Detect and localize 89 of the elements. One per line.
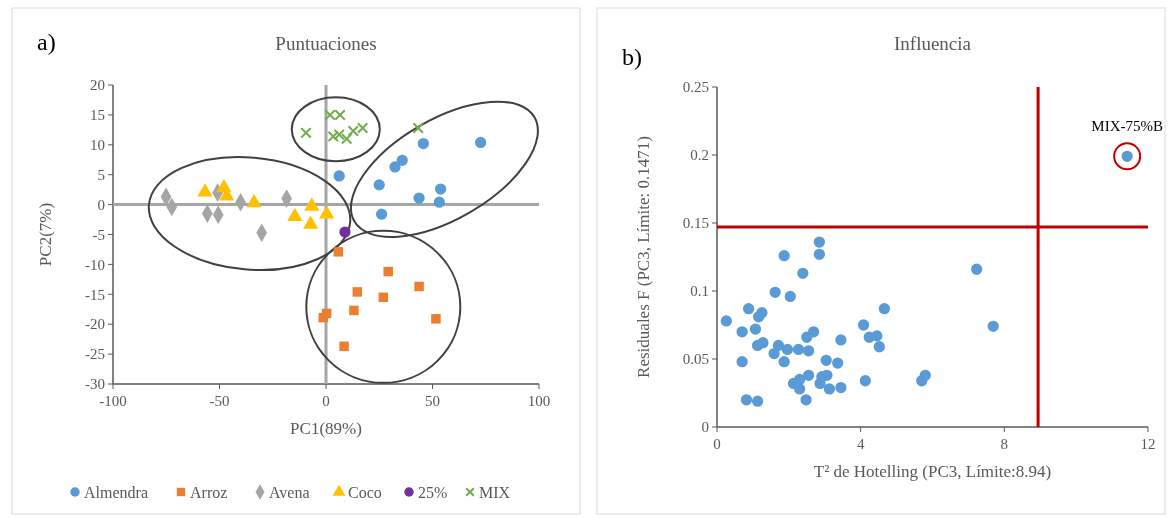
point: [792, 343, 805, 356]
point: [378, 292, 389, 303]
point: [300, 127, 312, 139]
x-tick-label: -100: [99, 393, 127, 409]
y-tick-label: -20: [85, 316, 105, 333]
y-tick-label: 0.15: [682, 215, 709, 232]
point: [859, 375, 871, 387]
point: [778, 250, 790, 262]
point: [878, 303, 891, 315]
annotation: MIX-75%B: [1091, 118, 1163, 135]
point: [769, 286, 781, 298]
y-tick-label: -15: [85, 286, 105, 303]
x-tick-label: 12: [1140, 436, 1156, 452]
chart-title: Puntuaciones: [275, 33, 377, 54]
point: [318, 312, 328, 323]
legend-label: Coco: [348, 483, 382, 501]
legend-label: Almendra: [84, 483, 148, 501]
point: [349, 305, 359, 316]
point: [807, 326, 820, 338]
point: [352, 287, 363, 297]
x-tick-label: 0: [713, 436, 721, 452]
point: [971, 263, 983, 275]
point: [832, 357, 844, 369]
y-tick-label: -30: [85, 376, 105, 393]
point: [431, 314, 441, 324]
point: [919, 369, 931, 381]
y-tick-label: 0: [701, 419, 709, 436]
legend-label: MIX: [479, 483, 511, 501]
point: [742, 303, 755, 315]
point: [800, 394, 812, 406]
legend-label: Arroz: [190, 483, 228, 501]
x-tick-label: 100: [527, 393, 551, 409]
x-tick-label: -50: [209, 393, 230, 409]
point: [383, 266, 393, 277]
y-tick-label: 10: [90, 137, 105, 154]
y-axis-title: Residuales F (PC3, Límite: 0.1471): [634, 136, 653, 378]
x-axis-title: PC1(89%): [290, 419, 362, 438]
point: [414, 281, 424, 292]
point: [751, 395, 764, 407]
point: [813, 248, 825, 260]
point: [740, 394, 753, 406]
point: [778, 356, 790, 368]
point: [756, 307, 768, 319]
point: [820, 354, 832, 366]
point: [802, 369, 815, 381]
point: [757, 337, 769, 349]
point: [720, 315, 732, 327]
y-tick-label: 0.1: [690, 283, 709, 300]
x-tick-label: 0: [322, 393, 330, 409]
x-tick-label: 8: [1000, 436, 1009, 452]
point: [835, 381, 847, 394]
point: [749, 323, 762, 335]
point: [736, 326, 748, 338]
y-tick-label: 0.05: [682, 351, 709, 368]
x-tick-label: 4: [856, 436, 865, 452]
point: [857, 319, 870, 331]
point: [802, 345, 815, 357]
point: [797, 267, 809, 279]
point: [768, 347, 780, 360]
text: b): [622, 44, 642, 70]
chart-title: Influencia: [893, 33, 972, 54]
point: [793, 383, 806, 395]
y-tick-label: 0: [97, 196, 105, 213]
y-tick-label: 0.2: [690, 147, 709, 164]
y-tick-label: -5: [92, 226, 105, 243]
point: [736, 356, 748, 368]
point: [987, 320, 999, 332]
y-tick-label: -10: [85, 256, 105, 273]
y-tick-label: -25: [85, 346, 105, 363]
point: [813, 236, 825, 248]
point: [821, 369, 833, 381]
point: [835, 334, 847, 346]
y-axis-title: PC2(7%): [36, 202, 55, 267]
point: [339, 341, 349, 352]
legend-label: 25%: [418, 483, 448, 501]
x-axis-title: T² de Hotelling (PC3, Límite:8.94): [813, 462, 1052, 481]
point: [781, 343, 794, 356]
y-tick-label: 0.25: [682, 79, 709, 96]
point: [823, 383, 836, 395]
x-tick-label: 50: [425, 393, 440, 409]
y-tick-label: 20: [90, 77, 105, 94]
y-tick-label: 15: [90, 107, 105, 124]
point: [871, 330, 883, 342]
point: [873, 341, 885, 353]
point: [772, 339, 785, 352]
legend-label: Avena: [269, 483, 310, 501]
text: a): [37, 29, 56, 55]
y-tick-label: 5: [97, 166, 105, 183]
point: [784, 290, 796, 303]
